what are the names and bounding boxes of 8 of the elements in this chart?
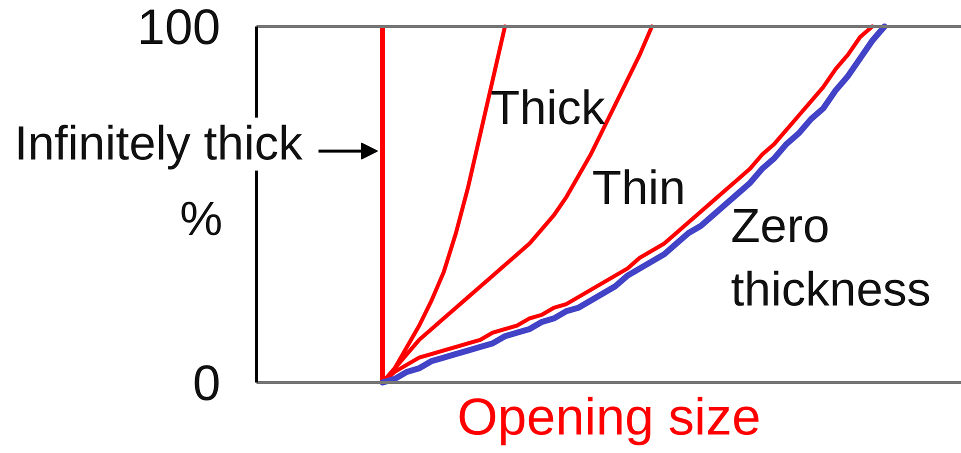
y-tick-label: 0 — [192, 355, 221, 411]
x-axis-title: Opening size — [457, 388, 761, 446]
series-label: Thick — [490, 82, 606, 135]
y-axis-title: % — [180, 193, 223, 246]
series-label: Thin — [592, 162, 686, 215]
series-label: Zero thickness — [730, 200, 931, 316]
y-tick-label: 100 — [137, 0, 221, 55]
series-label: Infinitely thick — [14, 118, 304, 171]
